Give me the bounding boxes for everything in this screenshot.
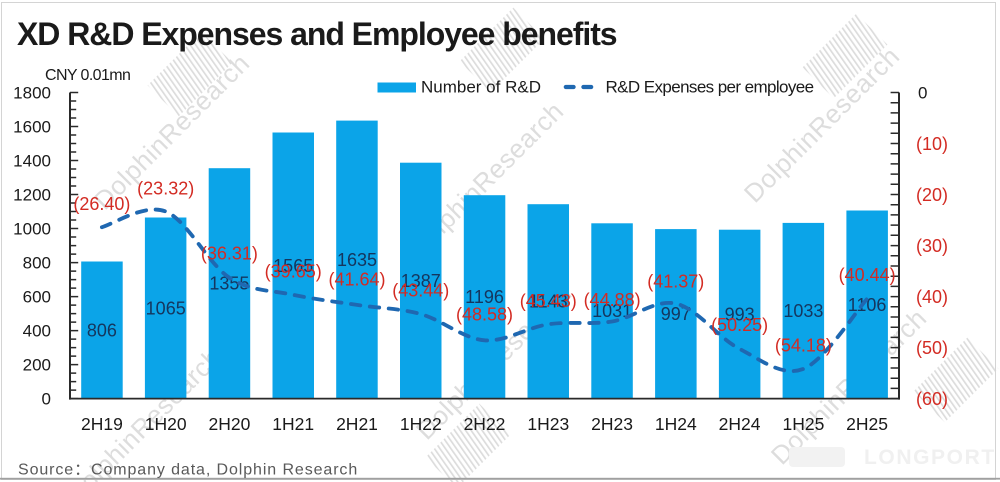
svg-text:0: 0 [918,84,927,103]
svg-text:(54.18): (54.18) [775,336,832,356]
svg-text:993: 993 [725,305,755,325]
svg-text:(20): (20) [916,185,948,205]
svg-text:1H21: 1H21 [272,414,314,434]
svg-text:Source：Company data, Dolphin R: Source：Company data, Dolphin Research [18,462,358,479]
svg-text:1200: 1200 [13,186,51,205]
svg-text:0: 0 [42,390,51,409]
svg-text:997: 997 [661,304,691,324]
svg-text:(40.44): (40.44) [839,265,896,285]
svg-text:1H23: 1H23 [527,414,569,434]
svg-text:2H23: 2H23 [591,414,633,434]
svg-text:400: 400 [23,322,51,341]
svg-text:2H21: 2H21 [336,414,378,434]
svg-text:LONGPORT: LONGPORT [864,446,996,469]
svg-text:(10): (10) [916,134,948,154]
svg-text:(60): (60) [916,389,948,409]
svg-text:2H25: 2H25 [846,414,888,434]
svg-text:1355: 1355 [209,274,249,294]
svg-text:1033: 1033 [783,301,823,321]
svg-text:1H22: 1H22 [400,414,442,434]
svg-text:1H20: 1H20 [145,414,187,434]
svg-text:(39.65): (39.65) [265,262,322,282]
svg-text:(50.25): (50.25) [711,315,768,335]
svg-text:(48.58): (48.58) [456,305,513,325]
svg-text:(36.31): (36.31) [201,244,258,264]
svg-text:200: 200 [23,356,51,375]
svg-text:1565: 1565 [273,256,313,276]
svg-text:1031: 1031 [592,301,632,321]
svg-text:(41.37): (41.37) [647,272,704,292]
svg-text:Number of R&D: Number of R&D [421,78,541,97]
svg-text:1065: 1065 [146,298,186,318]
svg-text:XD R&D Expenses and Employee b: XD R&D Expenses and Employee benefits [17,16,617,52]
svg-text:(41.64): (41.64) [328,270,385,290]
svg-text:(43.44): (43.44) [392,280,449,300]
svg-text:600: 600 [23,288,51,307]
svg-text:1H24: 1H24 [655,414,697,434]
svg-text:2H24: 2H24 [719,414,761,434]
svg-text:1600: 1600 [13,118,51,137]
svg-text:(45.43): (45.43) [520,291,577,311]
svg-text:2H20: 2H20 [208,414,250,434]
svg-text:1106: 1106 [848,295,887,315]
svg-text:CNY 0.01mn: CNY 0.01mn [45,67,130,84]
svg-text:(50): (50) [916,338,948,358]
svg-text:2H19: 2H19 [81,414,123,434]
svg-text:(40): (40) [916,287,948,307]
svg-text:1387: 1387 [401,271,441,291]
svg-text:1H25: 1H25 [782,414,824,434]
svg-text:1800: 1800 [13,84,51,103]
svg-text:(30): (30) [916,236,948,256]
svg-text:1196: 1196 [465,287,504,307]
svg-text:1400: 1400 [13,152,51,171]
svg-text:1000: 1000 [13,220,51,239]
svg-text:800: 800 [23,254,51,273]
svg-text:(23.32): (23.32) [137,179,194,199]
svg-text:806: 806 [87,320,117,340]
svg-text:(26.40): (26.40) [73,194,130,214]
svg-text:R&D Expenses per employee: R&D Expenses per employee [606,78,814,97]
svg-text:1143: 1143 [529,292,568,312]
svg-text:1635: 1635 [337,250,377,270]
svg-text:2H22: 2H22 [464,414,506,434]
svg-text:(44.88): (44.88) [584,290,641,310]
